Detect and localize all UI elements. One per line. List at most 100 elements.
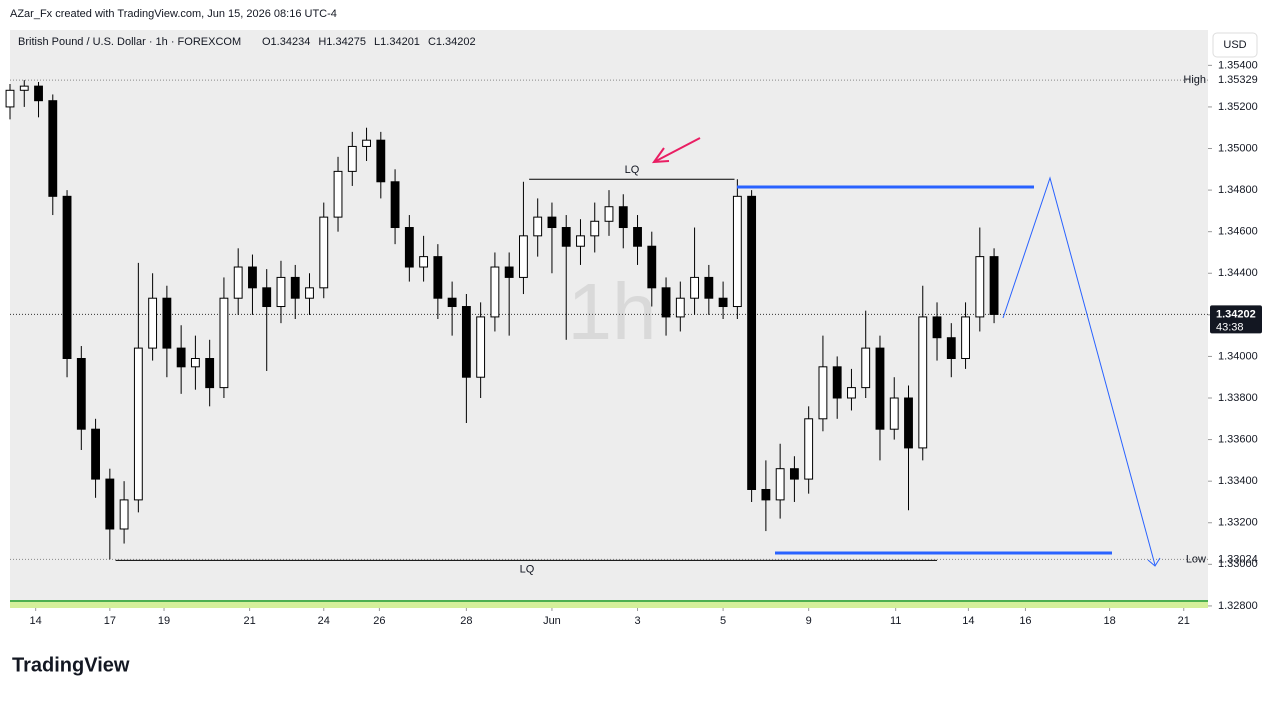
y-tick-label: 1.34600 (1218, 226, 1258, 238)
y-tick-label: 1.34400 (1218, 267, 1258, 279)
candle-body (433, 256, 443, 299)
candle-body (447, 297, 457, 308)
candle-body (904, 397, 913, 449)
byline: AZar_Fx created with TradingView.com, Ju… (10, 8, 337, 20)
y-tick-label: 1.34800 (1218, 184, 1258, 196)
x-tick-label: 18 (1103, 615, 1115, 627)
candle-body (390, 181, 400, 229)
candle-body (162, 297, 172, 349)
x-tick-label: 21 (1178, 615, 1190, 627)
candle-body (233, 266, 243, 299)
candle-body (119, 499, 129, 530)
time-scale (10, 608, 1208, 635)
x-tick-label: 19 (158, 615, 170, 627)
extreme-price: 1.35329 (1218, 74, 1258, 86)
brand: TradingView (12, 654, 130, 676)
candle-body (376, 139, 386, 183)
candle-body (918, 316, 928, 449)
candle-body (847, 387, 856, 399)
ohlc-value: L1.34201 (374, 36, 420, 48)
candle-body (861, 347, 871, 389)
candle-body (661, 287, 671, 318)
candle-body (276, 276, 286, 308)
lq-label: LQ (520, 563, 535, 575)
ohlc-value: H1.34275 (318, 36, 366, 48)
x-tick-label: Jun (543, 615, 561, 627)
currency[interactable]: USD (1223, 39, 1246, 51)
lq-label: LQ (625, 164, 640, 176)
candle-body (618, 206, 628, 229)
projection-path (1002, 176, 1156, 566)
candle-body (533, 216, 543, 237)
candle-body (461, 306, 471, 378)
candle-body (932, 316, 942, 339)
y-tick-label: 1.35000 (1218, 142, 1258, 154)
candle-body (547, 216, 557, 229)
candle-body (19, 85, 29, 91)
candle-body (975, 256, 985, 318)
candle-body (576, 235, 585, 247)
candle-body (476, 316, 486, 378)
candle-body (133, 347, 143, 501)
candle-body (875, 347, 885, 430)
symbol: British Pound / U.S. Dollar · 1h · FOREX… (18, 36, 241, 48)
pointer-arrow-head (651, 147, 670, 164)
candle-body (205, 358, 215, 389)
candle-body (5, 89, 15, 108)
candle-body (647, 245, 657, 289)
candle-body (190, 358, 200, 368)
candle-body (690, 276, 699, 299)
projection-arrow (1147, 557, 1161, 567)
y-tick-label: 1.35400 (1218, 59, 1258, 71)
watermark: 1h (568, 267, 657, 356)
candle-body (148, 297, 158, 349)
candle-body (319, 216, 329, 289)
y-tick-label: 1.33600 (1218, 433, 1258, 445)
candle-body (333, 170, 343, 218)
candle-body (504, 266, 514, 278)
candle-body (76, 358, 86, 430)
y-tick-label: 1.34000 (1218, 350, 1258, 362)
candle-body (105, 478, 115, 530)
x-tick-label: 14 (962, 615, 974, 627)
y-tick-label: 1.32800 (1218, 600, 1258, 612)
candle-body (490, 266, 500, 318)
candle-body (633, 227, 642, 247)
last-price-box (1210, 305, 1262, 334)
candle-body (219, 297, 229, 389)
y-tick-label: 1.35200 (1218, 101, 1258, 113)
candle-body (519, 235, 528, 278)
x-tick-label: 3 (634, 615, 640, 627)
candle-body (775, 468, 785, 501)
candle-body (176, 347, 186, 368)
candle-body (561, 227, 571, 247)
candle-body (419, 256, 429, 268)
x-tick-label: 17 (104, 615, 116, 627)
ohlc-value: O1.34234 (262, 36, 310, 48)
x-tick-label: 24 (318, 615, 330, 627)
x-tick-label: 5 (720, 615, 726, 627)
x-tick-label: 11 (890, 615, 901, 627)
currency-button[interactable] (1212, 32, 1258, 58)
extreme-label: High (1183, 74, 1206, 86)
y-tick-label: 1.33200 (1218, 517, 1258, 529)
extreme-label: Low (1186, 553, 1206, 565)
x-tick-label: 14 (30, 615, 42, 627)
last-price: 1.34202 (1216, 308, 1256, 320)
zone-band (10, 600, 1208, 608)
x-tick-label: 28 (460, 615, 472, 627)
candle-body (248, 266, 257, 289)
candle-body (48, 100, 58, 197)
x-tick-label: 16 (1019, 615, 1031, 627)
candle-body (961, 316, 970, 360)
candle-body (262, 287, 272, 308)
candle-body (732, 195, 742, 308)
candle-body (718, 297, 728, 308)
candle-body (946, 337, 956, 360)
countdown: 43:38 (1216, 321, 1244, 333)
candle-body (989, 256, 999, 315)
y-tick-label: 1.33800 (1218, 392, 1258, 404)
candle-body (789, 468, 799, 480)
